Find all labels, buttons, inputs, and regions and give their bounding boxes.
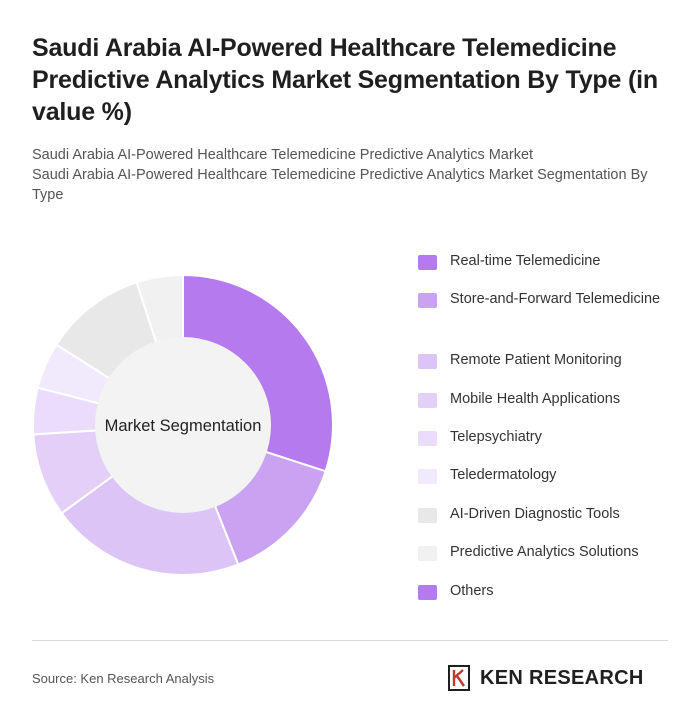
source-note: Source: Ken Research Analysis [32, 671, 215, 686]
legend-label: Real-time Telemedicine [450, 253, 601, 269]
legend-swatch [418, 255, 437, 270]
legend-item-telepsychiatry: Telepsychiatry [418, 426, 688, 449]
legend-swatch [418, 354, 437, 369]
legend-item-remote-patient-monitoring: Remote Patient Monitoring [418, 349, 688, 372]
legend-item-teledermatology: Teledermatology [418, 464, 688, 487]
legend-item-ai-driven-diagnostic-tools: AI-Driven Diagnostic Tools [418, 503, 688, 526]
legend-item-others: Others [418, 580, 688, 603]
legend-swatch [418, 585, 437, 600]
donut-center-label: Market Segmentation [105, 417, 262, 435]
footer-divider [32, 640, 668, 641]
brand-logo: KEN RESEARCH [448, 664, 644, 692]
ken-research-k-logo-icon [448, 665, 470, 691]
legend-label: Mobile Health Applications [450, 391, 621, 407]
legend-label: Store-and-Forward Telemedicine [450, 291, 661, 307]
legend-label: Teledermatology [450, 467, 557, 483]
legend-label: AI-Driven Diagnostic Tools [450, 506, 620, 522]
legend-swatch [418, 293, 437, 308]
donut-chart: Market Segmentation [32, 273, 334, 576]
legend-swatch [418, 469, 437, 484]
legend-label: Telepsychiatry [450, 429, 542, 445]
chart-subtitle: Saudi Arabia AI-Powered Healthcare Telem… [32, 145, 652, 205]
legend-label: Predictive Analytics Solutions [450, 544, 639, 560]
legend-swatch [418, 431, 437, 446]
chart-title: Saudi Arabia AI-Powered Healthcare Telem… [32, 34, 658, 126]
legend-swatch [418, 508, 437, 523]
legend-item-store-and-forward-telemedicine: Store-and-Forward Telemedicine [418, 288, 688, 311]
legend-swatch [418, 546, 437, 561]
brand-name: KEN RESEARCH [480, 666, 644, 689]
legend-label: Remote Patient Monitoring [450, 352, 622, 368]
legend-label: Others [450, 583, 494, 599]
legend-swatch [418, 393, 437, 408]
legend-item-real-time-telemedicine: Real-time Telemedicine [418, 250, 688, 273]
subtitle-line-1: Saudi Arabia AI-Powered Healthcare Telem… [32, 147, 534, 163]
legend-item-mobile-health-applications: Mobile Health Applications [418, 388, 688, 411]
legend-item-predictive-analytics-solutions: Predictive Analytics Solutions [418, 541, 688, 564]
subtitle-line-2: Saudi Arabia AI-Powered Healthcare Telem… [32, 167, 648, 203]
donut-center [95, 337, 271, 513]
